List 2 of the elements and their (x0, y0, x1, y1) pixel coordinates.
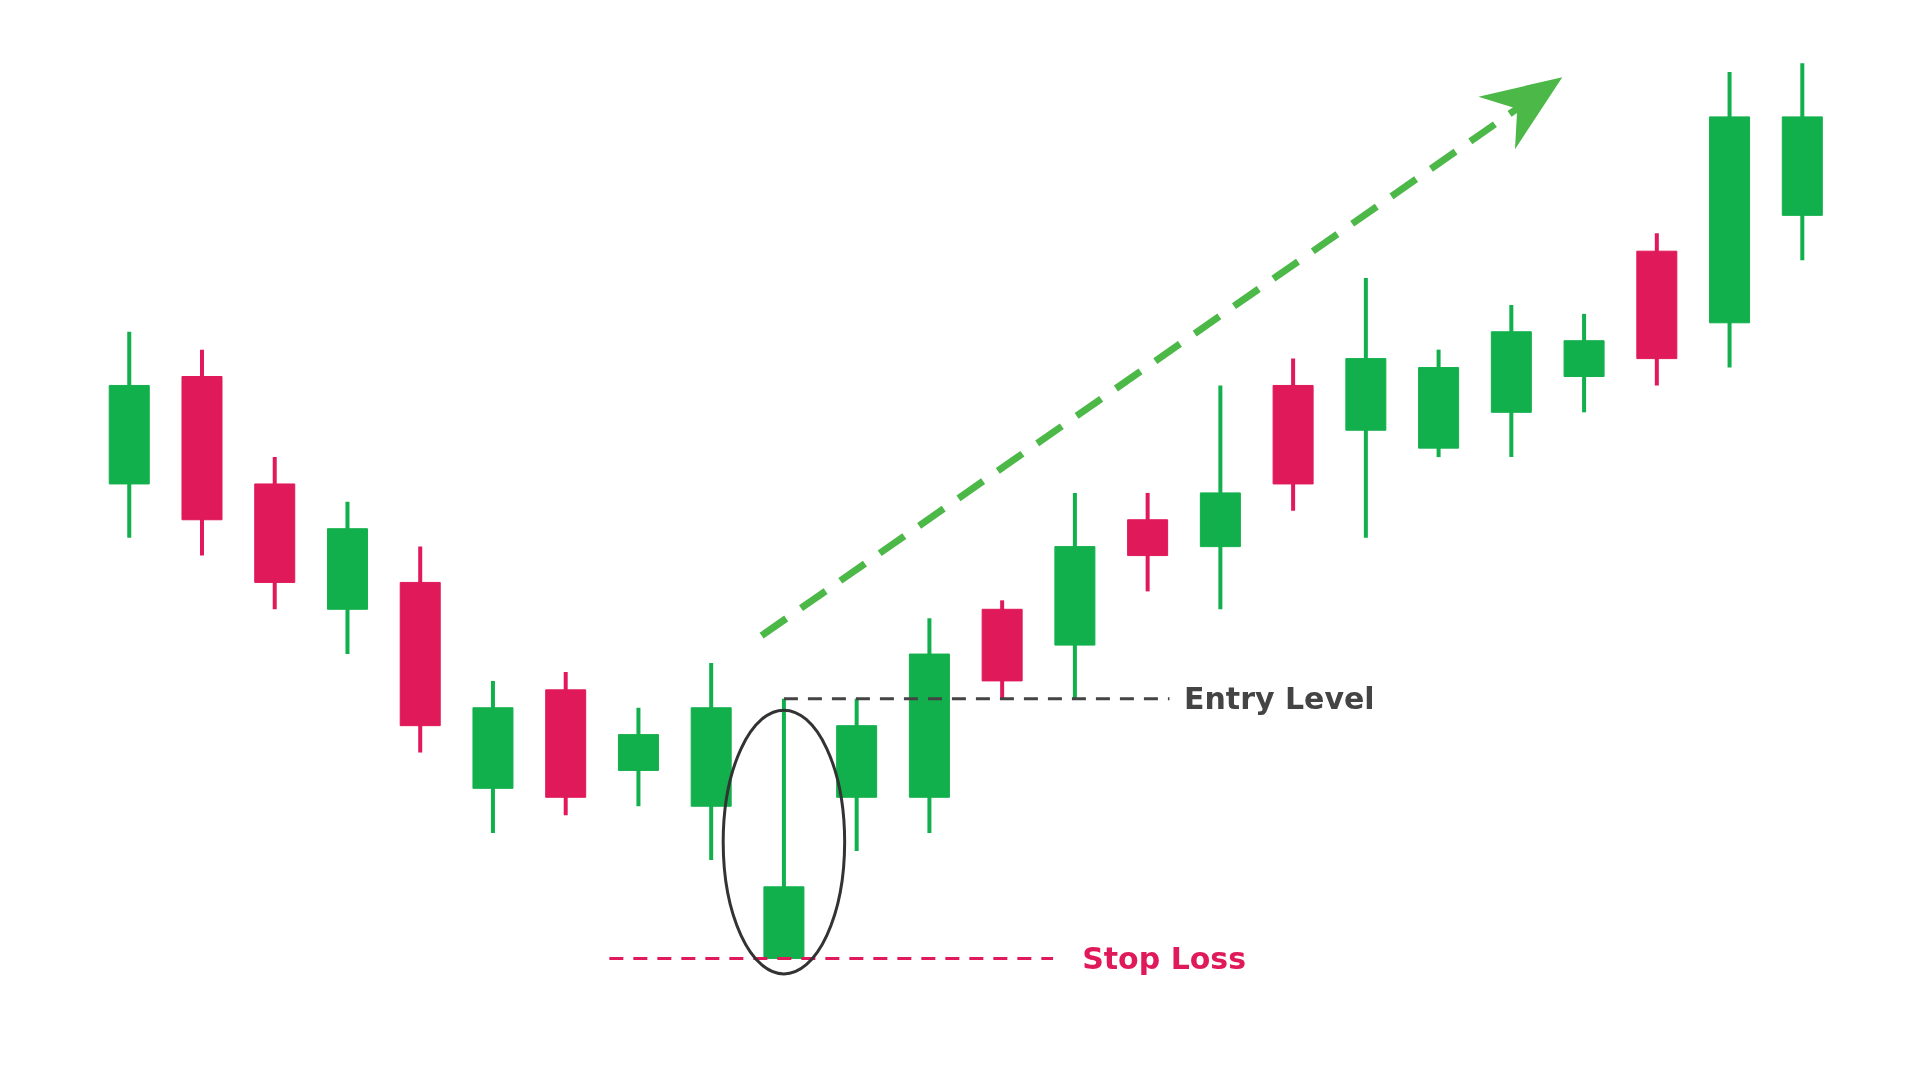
ref-line-label: Stop Loss (1082, 940, 1247, 976)
ref-line-label: Entry Level (1184, 681, 1375, 717)
